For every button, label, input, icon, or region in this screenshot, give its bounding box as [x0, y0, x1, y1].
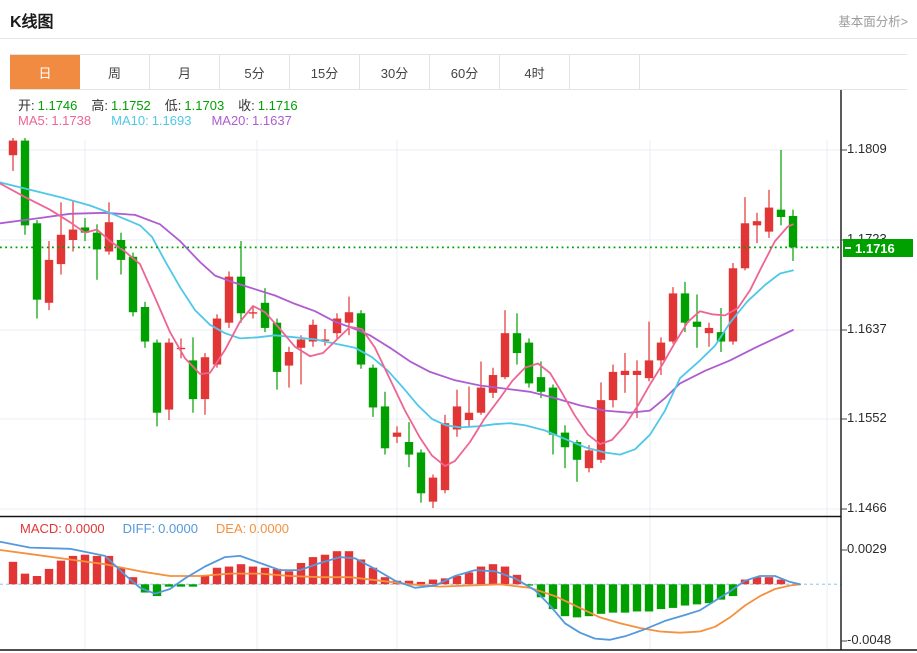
open-readout: 开: 1.1746	[18, 98, 78, 113]
macd-readout: MACD: 0.0000	[20, 521, 105, 536]
ma20-readout: MA20: 1.1637	[211, 113, 292, 128]
panel-borders	[0, 90, 917, 651]
ma5-readout: MA5: 1.1738	[18, 113, 92, 128]
ma-lines	[0, 181, 794, 468]
current-price-value: 1.1716	[855, 240, 895, 256]
candles	[8, 138, 798, 508]
macd-legend: MACD: 0.0000 DIFF: 0.0000 DEA: 0.0000	[20, 521, 289, 536]
low-readout: 低: 1.1703	[164, 98, 225, 113]
high-readout: 高: 1.1752	[91, 98, 151, 113]
diff-readout: DIFF: 0.0000	[122, 521, 198, 536]
macd-lines	[0, 540, 801, 641]
tab-5min[interactable]: 5分	[220, 55, 290, 89]
current-price-badge: 1.1716	[843, 239, 913, 257]
ohlc-legend: 开: 1.1746 高: 1.1752 低: 1.1703 收: 1.1716	[18, 95, 298, 114]
header-divider	[0, 38, 917, 39]
tab-15min[interactable]: 15分	[290, 55, 360, 89]
tab-30min[interactable]: 30分	[360, 55, 430, 89]
page-title: K线图	[10, 14, 54, 31]
tab-4hour[interactable]: 4时	[500, 55, 570, 89]
fundamental-analysis-link[interactable]: 基本面分析>	[838, 15, 908, 29]
tab-month[interactable]: 月	[150, 55, 220, 89]
tab-60min[interactable]: 60分	[430, 55, 500, 89]
tab-day[interactable]: 日	[10, 55, 80, 89]
close-readout: 收: 1.1716	[238, 98, 298, 113]
badge-tick-dash	[845, 247, 851, 249]
dea-readout: DEA: 0.0000	[215, 521, 290, 536]
ma-legend: MA5: 1.1738 MA10: 1.1693 MA20: 1.1637	[18, 113, 292, 128]
tab-empty-cell	[570, 55, 640, 89]
ma10-readout: MA10: 1.1693	[111, 113, 192, 128]
gridlines	[0, 140, 841, 649]
interval-tab-bar: 日 周 月 5分 15分 30分 60分 4时	[10, 54, 907, 90]
tab-week[interactable]: 周	[80, 55, 150, 89]
